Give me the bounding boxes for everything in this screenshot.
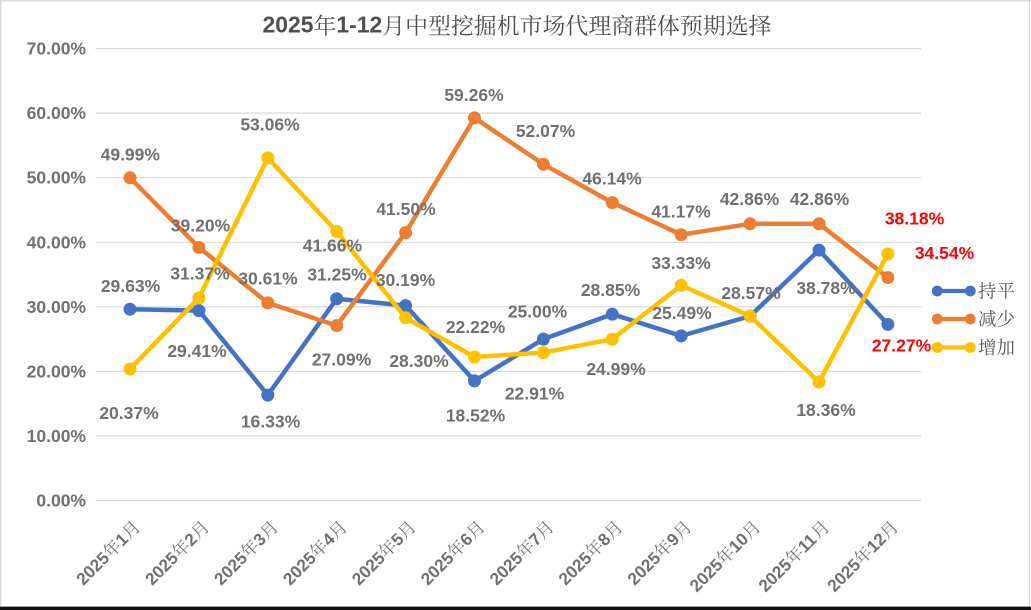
svg-text:39.20%: 39.20%	[171, 216, 231, 236]
svg-text:50.00%: 50.00%	[27, 168, 87, 188]
svg-text:41.50%: 41.50%	[376, 199, 436, 219]
svg-text:38.18%: 38.18%	[885, 209, 945, 229]
svg-text:53.06%: 53.06%	[240, 115, 300, 135]
svg-text:2025: 2025	[263, 12, 314, 38]
svg-text:41.17%: 41.17%	[651, 202, 711, 222]
svg-text:25.49%: 25.49%	[652, 303, 712, 323]
svg-text:28.85%: 28.85%	[581, 280, 641, 300]
svg-text:22.22%: 22.22%	[446, 317, 506, 337]
svg-text:16.33%: 16.33%	[241, 412, 301, 432]
svg-text:28.57%: 28.57%	[721, 283, 781, 303]
svg-text:20.00%: 20.00%	[27, 361, 87, 381]
svg-text:28.30%: 28.30%	[389, 351, 449, 371]
svg-text:27.27%: 27.27%	[872, 336, 932, 356]
svg-text:59.26%: 59.26%	[444, 85, 504, 105]
svg-text:49.99%: 49.99%	[101, 145, 161, 165]
svg-text:34.54%: 34.54%	[915, 243, 975, 263]
svg-text:24.99%: 24.99%	[586, 359, 646, 379]
svg-text:31.37%: 31.37%	[170, 264, 230, 284]
svg-text:60.00%: 60.00%	[27, 103, 87, 123]
svg-text:31.25%: 31.25%	[307, 265, 367, 285]
svg-text:38.78%: 38.78%	[796, 278, 856, 298]
svg-text:42.86%: 42.86%	[790, 189, 850, 209]
svg-text:46.14%: 46.14%	[582, 169, 642, 189]
svg-text:18.36%: 18.36%	[796, 400, 856, 420]
svg-text:20.37%: 20.37%	[99, 403, 159, 423]
svg-text:42.86%: 42.86%	[720, 189, 780, 209]
svg-text:29.63%: 29.63%	[101, 276, 161, 296]
svg-text:40.00%: 40.00%	[27, 232, 87, 252]
svg-text:1-12: 1-12	[336, 12, 382, 38]
svg-text:29.41%: 29.41%	[167, 341, 227, 361]
svg-text:30.00%: 30.00%	[27, 297, 87, 317]
svg-text:27.09%: 27.09%	[312, 350, 372, 370]
svg-text:30.19%: 30.19%	[376, 270, 436, 290]
svg-text:30.61%: 30.61%	[238, 269, 298, 289]
svg-text:25.00%: 25.00%	[508, 301, 568, 321]
svg-text:0.00%: 0.00%	[36, 491, 86, 511]
svg-text:70.00%: 70.00%	[27, 39, 87, 59]
svg-text:10.00%: 10.00%	[27, 426, 87, 446]
svg-text:18.52%: 18.52%	[446, 406, 506, 426]
svg-text:41.66%: 41.66%	[303, 236, 363, 256]
svg-text:22.91%: 22.91%	[505, 384, 565, 404]
svg-text:33.33%: 33.33%	[651, 253, 711, 273]
svg-text:52.07%: 52.07%	[516, 121, 576, 141]
